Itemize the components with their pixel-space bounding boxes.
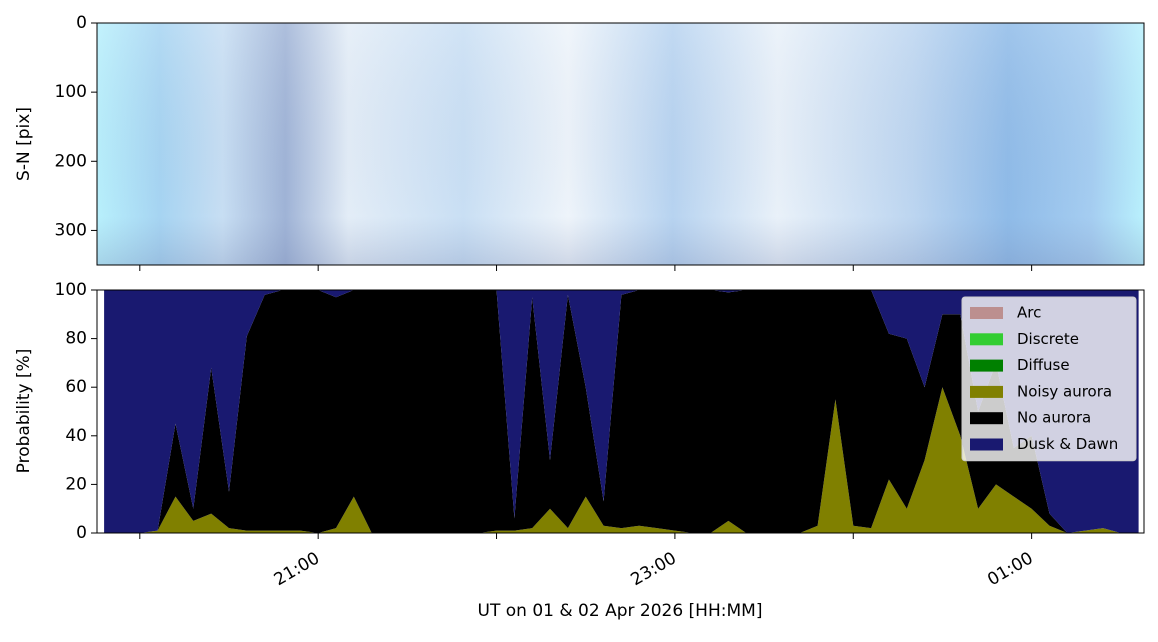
legend-box (961, 296, 1137, 462)
legend-label: Noisy aurora (1017, 382, 1112, 400)
stacked-area (104, 290, 1139, 533)
x-tick-label: 01:00 (984, 548, 1036, 590)
x-tick-label: 21:00 (271, 548, 323, 590)
axes-frame (96, 22, 1145, 266)
y-axis-label: Probability [%] (14, 349, 34, 474)
keogram-shade (97, 23, 1144, 265)
legend-label: Discrete (1017, 330, 1079, 348)
y-tick-label: 200 (55, 151, 87, 171)
y-tick-label: 60 (65, 377, 87, 397)
stacked-area (104, 387, 1139, 533)
legend-swatch (970, 307, 1003, 319)
y-tick-label: 20 (65, 474, 87, 494)
legend-label: Diffuse (1017, 356, 1070, 374)
y-tick-label: 0 (76, 523, 87, 543)
legend-label: No aurora (1017, 409, 1091, 427)
y-tick-label: 300 (55, 220, 87, 240)
x-axis-label: UT on 01 & 02 Apr 2026 [HH:MM] (478, 601, 763, 621)
y-tick-label: 0 (76, 13, 87, 33)
y-tick-label: 100 (55, 280, 87, 300)
legend-label: Arc (1017, 304, 1041, 322)
legend: Arc Discrete Diffuse Noisy aurora No aurora D… (961, 296, 1137, 462)
y-tick-label: 80 (65, 329, 87, 349)
axes-frame (96, 289, 1145, 534)
legend-swatch (970, 333, 1003, 346)
legend-swatch (970, 385, 1003, 398)
y-tick-label: 100 (55, 82, 87, 102)
y-axis-label: S-N [pix] (14, 107, 34, 181)
legend-swatch (970, 412, 1003, 425)
y-tick-label: 40 (65, 426, 87, 446)
legend-swatch (970, 438, 1003, 451)
legend-label: Dusk & Dawn (1017, 435, 1118, 453)
x-tick-label: 23:00 (627, 548, 679, 590)
legend-swatch (970, 359, 1003, 372)
